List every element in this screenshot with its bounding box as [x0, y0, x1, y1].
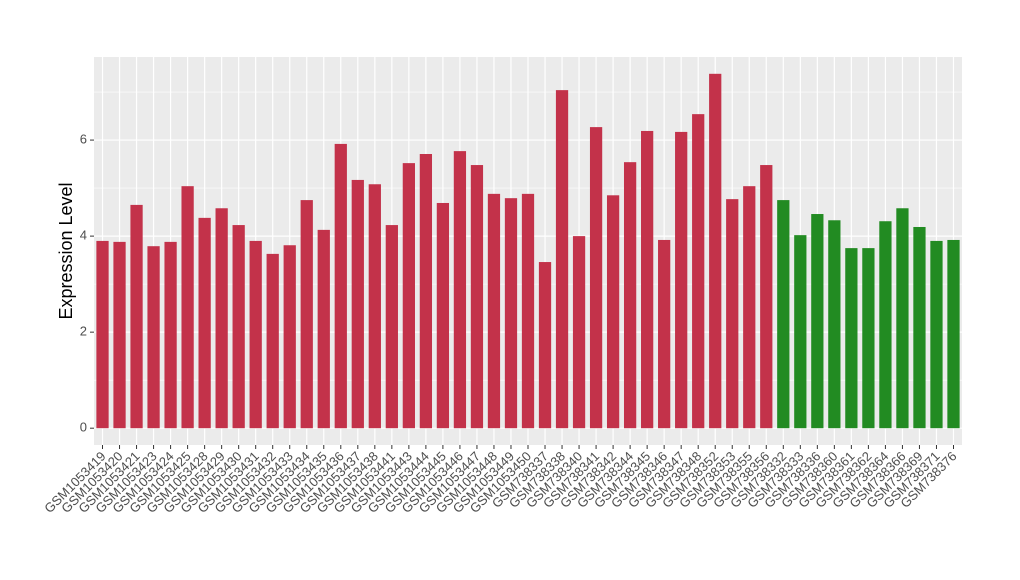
bar — [709, 73, 722, 429]
bar — [147, 246, 160, 429]
bar — [164, 241, 177, 429]
bar — [487, 193, 501, 429]
bar — [879, 221, 892, 429]
y-tick-label: 0 — [80, 420, 87, 435]
bar — [930, 240, 943, 429]
bar — [300, 200, 313, 429]
bar — [504, 198, 518, 429]
bar — [726, 199, 739, 429]
bar — [811, 214, 824, 429]
bar — [845, 248, 858, 429]
bar — [555, 90, 569, 429]
bar — [606, 195, 620, 429]
bar — [794, 235, 807, 429]
bar — [896, 208, 909, 429]
bar — [402, 163, 415, 429]
bar — [96, 240, 109, 429]
y-tick-label: 6 — [80, 132, 87, 147]
bar — [538, 262, 552, 429]
bar — [760, 165, 773, 429]
bar — [589, 127, 603, 429]
bar — [521, 193, 535, 429]
y-tick-label: 4 — [80, 228, 87, 243]
bar — [692, 114, 705, 429]
bar — [470, 165, 484, 429]
bar — [913, 226, 926, 429]
bar — [113, 241, 126, 429]
bar — [453, 151, 467, 429]
bar — [181, 186, 194, 429]
bar — [232, 225, 245, 429]
bar — [623, 162, 637, 429]
bar — [368, 184, 381, 429]
bar — [572, 236, 586, 429]
bar — [828, 220, 841, 429]
bar — [334, 143, 347, 429]
bar — [385, 225, 398, 429]
y-tick-label: 2 — [80, 324, 87, 339]
bar — [249, 240, 262, 429]
bar — [436, 202, 450, 429]
y-axis-title: Expression Level — [56, 182, 76, 319]
bar — [351, 179, 364, 429]
bar — [658, 239, 671, 429]
bar — [777, 200, 790, 429]
bar — [317, 229, 330, 429]
bar — [743, 186, 756, 429]
bar — [215, 208, 228, 429]
bar — [283, 245, 296, 429]
bar — [641, 130, 654, 429]
bar — [130, 204, 143, 429]
bar — [266, 253, 279, 429]
bar — [198, 217, 211, 429]
bar — [675, 131, 688, 429]
bar — [947, 239, 960, 429]
bar — [862, 248, 875, 429]
bar — [419, 154, 433, 429]
